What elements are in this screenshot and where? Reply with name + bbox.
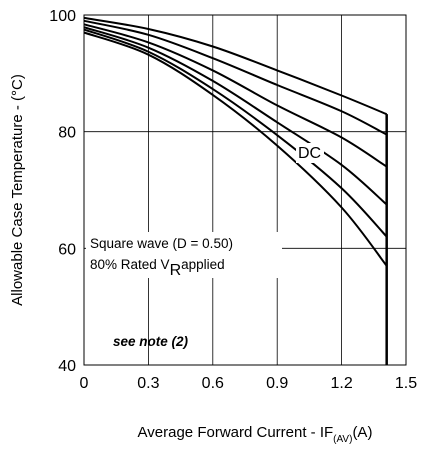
x-tick-label: 0.6	[202, 375, 224, 392]
dc-label-background	[296, 143, 324, 163]
grid-lines	[84, 15, 406, 365]
square-wave-annotation: Square wave (D = 0.50)	[90, 236, 233, 251]
plot-frame	[83, 14, 407, 366]
x-axis-title-subscript: (AV)	[333, 434, 352, 445]
x-tick-label: 0.9	[266, 375, 288, 392]
series-line-6	[83, 31, 388, 267]
y-axis-title: Allowable Case Temperature - (°C)	[9, 74, 26, 306]
x-axis-title-unit: (A)	[352, 424, 372, 441]
series-line-3	[83, 23, 388, 168]
rated-voltage-annotation: 80% Rated VRapplied	[90, 257, 225, 279]
tick-labels: 0 0.3 0.6 0.9 1.2 1.5 40 60 80 100	[49, 8, 417, 392]
x-axis-title-main: Average Forward Current - IF	[138, 424, 334, 441]
x-tick-label: 0.3	[137, 375, 159, 392]
y-tick-label: 40	[58, 358, 76, 375]
annotation-background	[86, 232, 282, 278]
x-tick-label: 1.5	[395, 375, 417, 392]
rated-voltage-subscript: R	[170, 262, 182, 279]
x-axis-title: Average Forward Current - IF(AV)(A)	[138, 424, 373, 445]
dc-label: DC	[298, 145, 321, 162]
series-line-4	[83, 26, 388, 206]
series-line-1	[83, 16, 388, 116]
rated-voltage-text: 80% Rated V	[90, 257, 170, 272]
rated-voltage-applied: applied	[181, 257, 225, 272]
series-line-5	[83, 28, 388, 238]
y-tick-label: 80	[58, 125, 76, 142]
series-line-2	[83, 19, 388, 136]
y-tick-label: 60	[58, 241, 76, 258]
see-note-label: see note (2)	[113, 334, 189, 349]
series-lines	[83, 16, 388, 365]
x-tick-label: 1.2	[330, 375, 352, 392]
x-tick-label: 0	[80, 375, 89, 392]
y-tick-label: 100	[49, 8, 76, 25]
